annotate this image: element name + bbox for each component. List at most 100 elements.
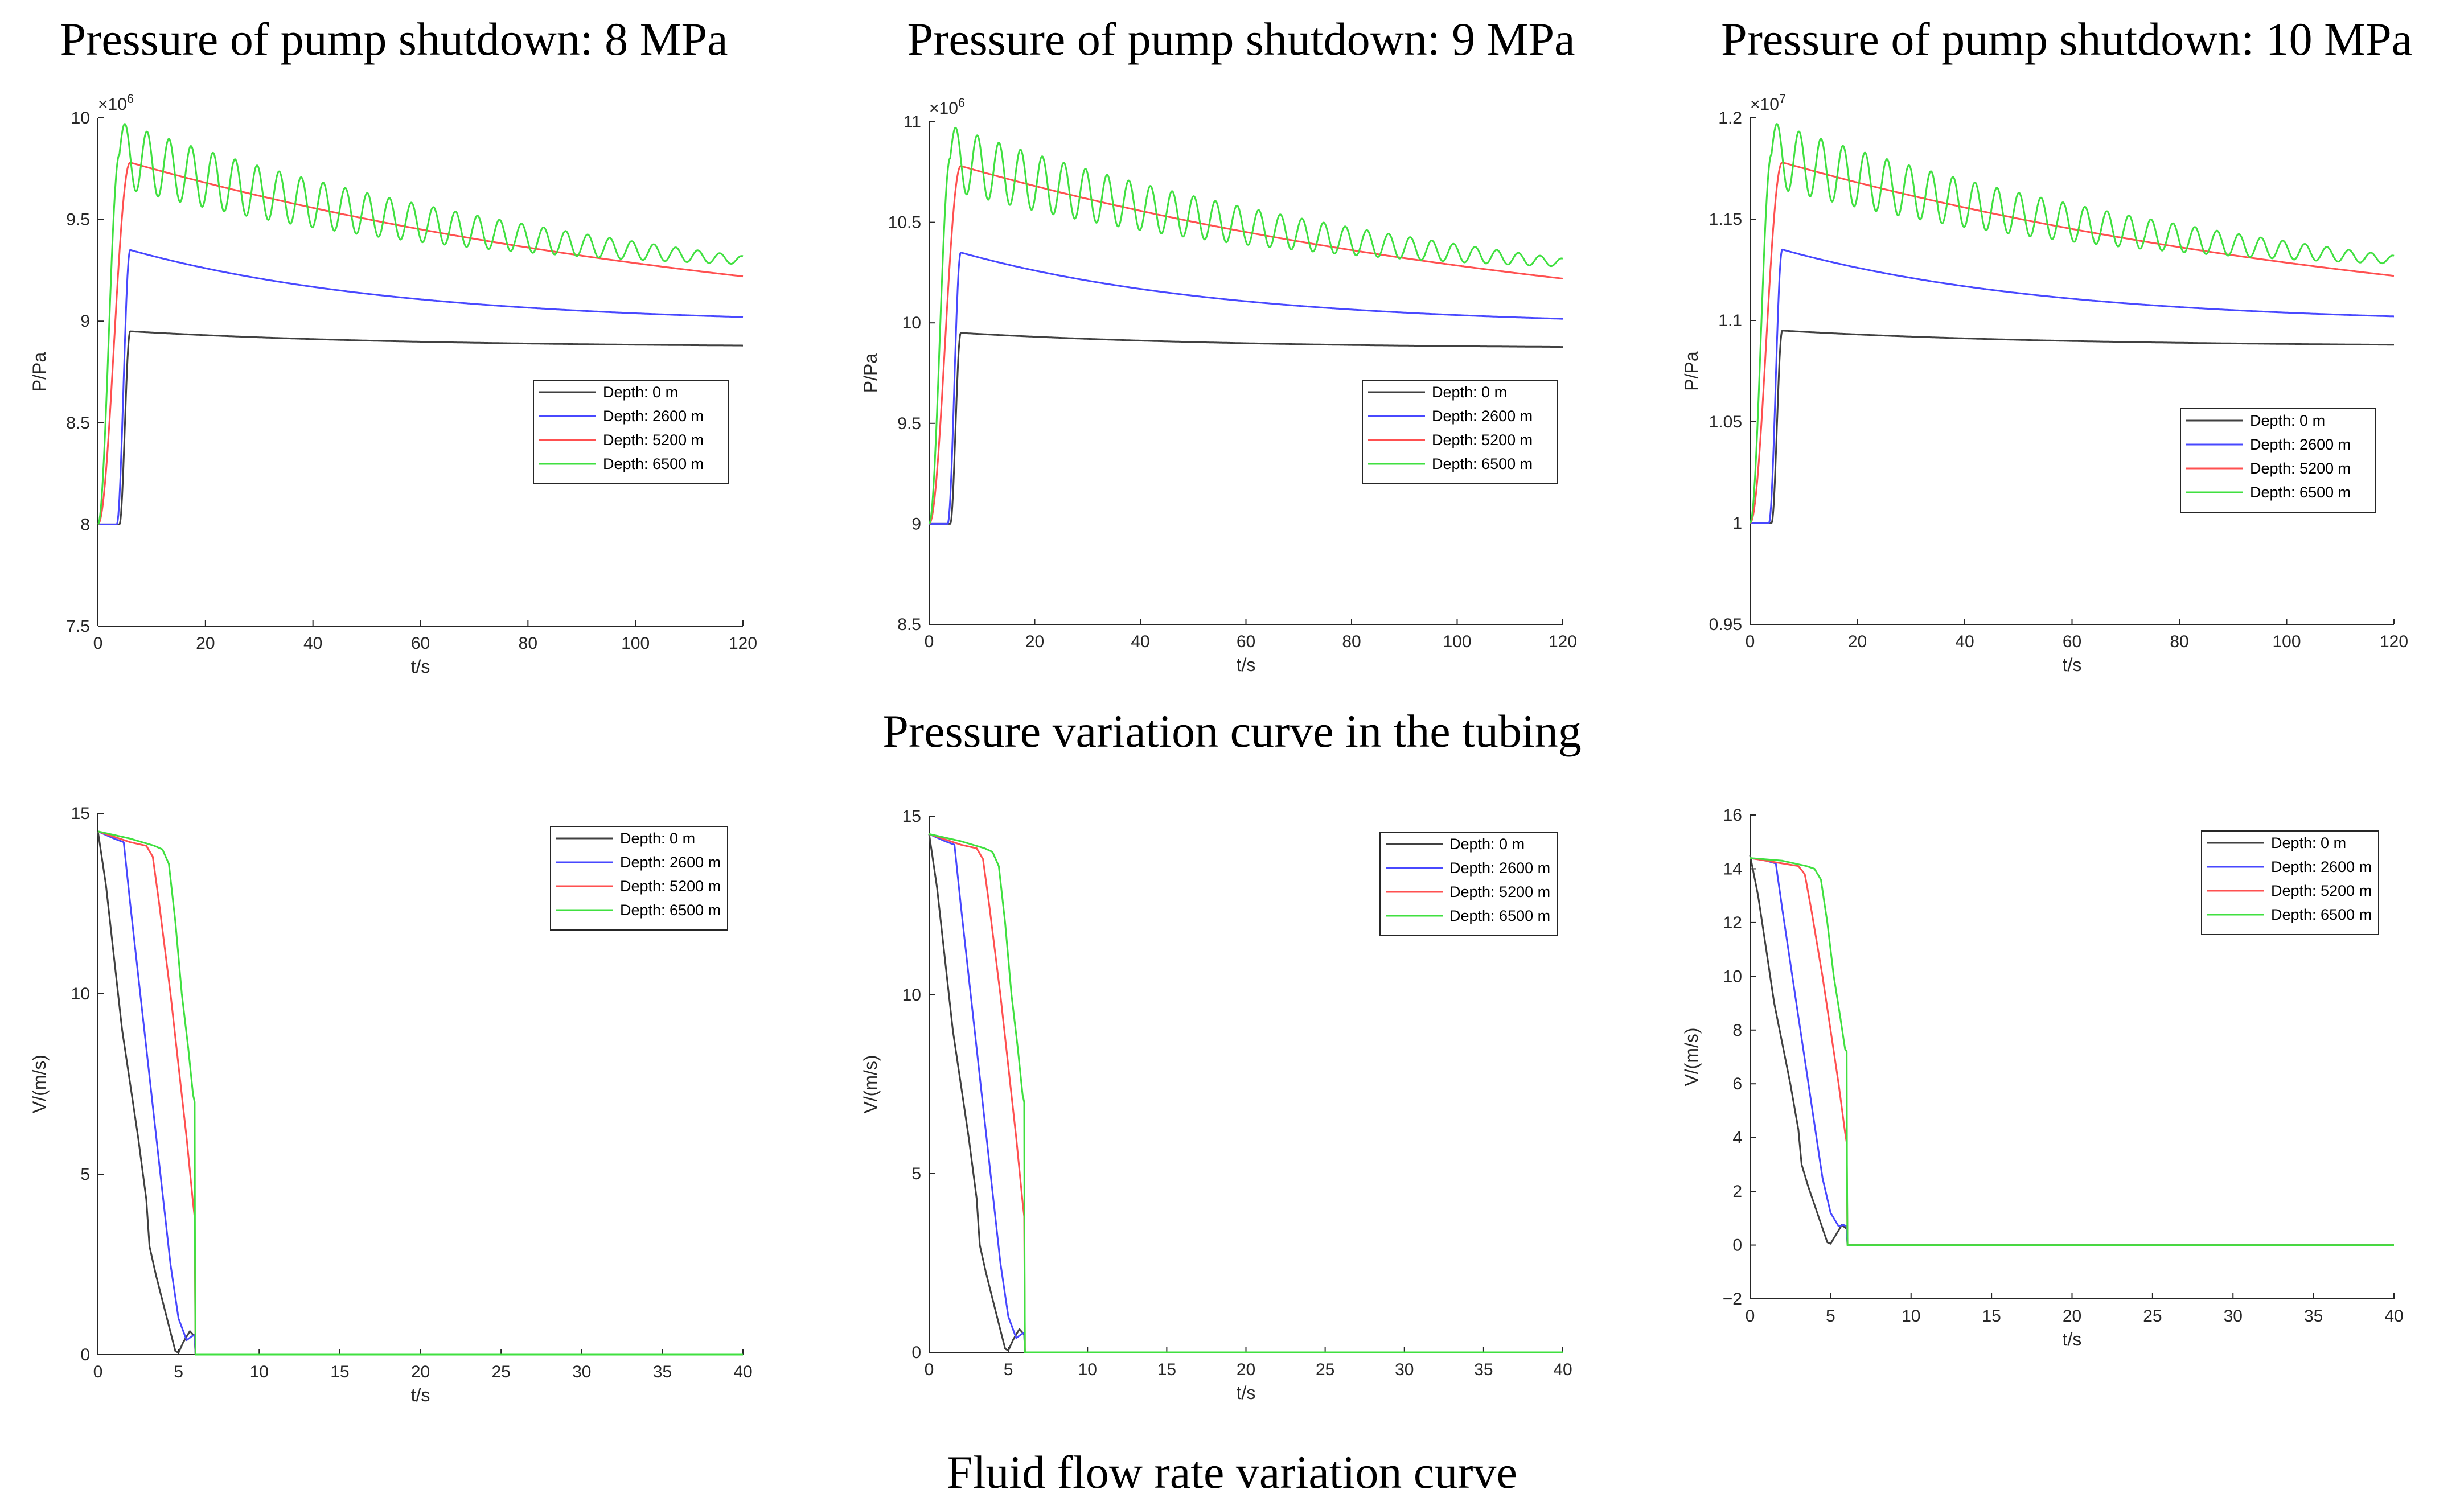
- y-tick-label: 8.5: [897, 615, 921, 634]
- y-tick-label: 10: [71, 985, 90, 1003]
- series-line-6500m: [1750, 857, 2394, 1246]
- x-tick-label: 120: [1549, 632, 1577, 651]
- x-tick-label: 80: [2170, 632, 2188, 651]
- panel-title-10mpa: Pressure of pump shutdown: 10 MPa: [1721, 13, 2412, 65]
- x-tick-label: 25: [491, 1363, 510, 1381]
- legend-box: [2201, 830, 2379, 935]
- x-tick-label: 15: [1157, 1360, 1176, 1379]
- legend: Depth: 0 m Depth: 2600 m Depth: 5200 m Dept…: [533, 380, 729, 484]
- series-line-6500m: [1749, 123, 2395, 524]
- legend-label: Depth: 5200 m: [2271, 882, 2372, 899]
- y-tick-label: 5: [80, 1165, 90, 1184]
- x-tick-label: 30: [572, 1363, 591, 1381]
- legend-label: Depth: 0 m: [1449, 836, 1525, 853]
- legend-label: Depth: 6500 m: [620, 902, 721, 919]
- chart-2: 0 20 40 60 80 100 120 8.5 9 9.5 10 10.5 11 ×106 t/s P/P…: [860, 96, 1577, 675]
- series-line-2600m: [1750, 857, 2394, 1246]
- legend-label: Depth: 2600 m: [1432, 408, 1533, 425]
- legend-label: Depth: 6500 m: [2271, 906, 2372, 923]
- x-tick-label: 0: [1746, 632, 1755, 651]
- series-line-0m: [1750, 330, 2395, 524]
- y-tick-label: 4: [1732, 1129, 1742, 1147]
- x-tick-label: 20: [1237, 1360, 1255, 1379]
- y-tick-label: 1: [1732, 514, 1742, 533]
- x-tick-label: 80: [519, 634, 537, 653]
- legend-label: Depth: 2600 m: [2250, 436, 2351, 453]
- legend-label: Depth: 6500 m: [1432, 455, 1533, 472]
- legend: Depth: 0 m Depth: 2600 m Depth: 5200 m Dept…: [2180, 408, 2376, 513]
- series-line-6500m: [97, 123, 744, 525]
- series-line-6500m: [928, 126, 1563, 525]
- y-tick-label: 0: [80, 1345, 90, 1364]
- x-tick-label: 25: [1316, 1360, 1334, 1379]
- x-tick-label: 25: [2143, 1307, 2162, 1326]
- x-axis-label: t/s: [2063, 655, 2082, 675]
- x-tick-label: 0: [925, 632, 934, 651]
- x-tick-label: 0: [925, 1360, 934, 1379]
- chart-5: 0 5 10 15 20 25 30 35 40 0 5 10 15 t/s V/(m/s) Depth: 0…: [860, 807, 1572, 1403]
- x-tick-label: 20: [196, 634, 215, 653]
- x-tick-label: 40: [1955, 632, 1974, 651]
- x-tick-label: 80: [1342, 632, 1361, 651]
- x-tick-label: 20: [2063, 1307, 2081, 1326]
- series-line-5200m: [1750, 161, 2395, 524]
- series-line-0m: [97, 330, 744, 525]
- x-tick-label: 15: [330, 1363, 349, 1381]
- legend-label: Depth: 0 m: [2250, 412, 2325, 429]
- x-tick-label: 40: [1131, 632, 1149, 651]
- y-tick-label: 10.5: [888, 213, 921, 232]
- x-tick-label: 0: [93, 1363, 103, 1381]
- panel-title-9mpa: Pressure of pump shutdown: 9 MPa: [907, 13, 1575, 65]
- x-tick-label: 20: [411, 1363, 430, 1381]
- legend-box: [1362, 380, 1558, 484]
- y-tick-label: 9.5: [66, 211, 90, 229]
- legend-label: Depth: 2600 m: [603, 408, 704, 425]
- chart-1: 0 20 40 60 80 100 120 7.5 8 8.5 9 9.5 10 ×106 t/s P/Pa D…: [29, 92, 757, 677]
- y-tick-label: 15: [902, 807, 921, 826]
- y-axis-label: V/(m/s): [29, 1055, 50, 1113]
- legend-label: Depth: 5200 m: [1432, 431, 1533, 448]
- x-tick-label: 0: [1746, 1307, 1755, 1326]
- y-axis-label: V/(m/s): [1681, 1027, 1702, 1086]
- row-caption-pressure: Pressure variation curve in the tubing: [882, 705, 1581, 757]
- chart-4: 0 5 10 15 20 25 30 35 40 0 5 10 15 t/s V/(m/s) Depth: 0…: [29, 804, 753, 1405]
- y-tick-label: 10: [902, 986, 921, 1005]
- chart-3: 0 20 40 60 80 100 120 0.95 1 1.05 1.1 1.15 1.2 ×107 t/…: [1681, 92, 2408, 675]
- legend-label: Depth: 0 m: [620, 830, 695, 847]
- series-line-2600m: [1750, 248, 2395, 524]
- x-tick-label: 10: [1078, 1360, 1097, 1379]
- legend-label: Depth: 2600 m: [2271, 858, 2372, 875]
- series-line-0m: [929, 332, 1563, 525]
- y-tick-label: 9.5: [897, 414, 921, 433]
- y-tick-label: 1.2: [1718, 109, 1742, 127]
- x-tick-label: 35: [2304, 1307, 2323, 1326]
- y-tick-label: 1.1: [1718, 311, 1742, 330]
- series-line-0m: [97, 831, 743, 1356]
- panel-title-8mpa: Pressure of pump shutdown: 8 MPa: [60, 13, 728, 65]
- x-tick-label: 40: [1553, 1360, 1572, 1379]
- y-tick-label: 1.15: [1709, 210, 1742, 229]
- x-tick-label: 10: [250, 1363, 269, 1381]
- legend-box: [550, 826, 728, 931]
- legend: Depth: 0 m Depth: 2600 m Depth: 5200 m Dept…: [1362, 380, 1558, 484]
- x-tick-label: 30: [2224, 1307, 2243, 1326]
- x-tick-label: 10: [1902, 1307, 1920, 1326]
- y-tick-label: 10: [1723, 967, 1742, 986]
- series-line-6500m: [929, 833, 1563, 1353]
- x-tick-label: 0: [93, 634, 103, 653]
- y-tick-label: 6: [1732, 1075, 1742, 1093]
- y-exponent-label: ×107: [1750, 92, 1786, 114]
- y-axis-label: P/Pa: [860, 353, 881, 393]
- legend-label: Depth: 0 m: [1432, 384, 1507, 401]
- legend-label: Depth: 6500 m: [603, 455, 704, 472]
- x-tick-label: 5: [1004, 1360, 1013, 1379]
- legend-box: [2180, 408, 2376, 513]
- x-tick-label: 40: [2384, 1307, 2403, 1326]
- legend-label: Depth: 5200 m: [603, 431, 704, 448]
- x-tick-label: 120: [2380, 632, 2408, 651]
- x-tick-label: 100: [621, 634, 650, 653]
- y-exponent-label: ×106: [98, 92, 134, 114]
- y-tick-label: 14: [1723, 859, 1742, 878]
- legend: Depth: 0 m Depth: 2600 m Depth: 5200 m Dept…: [1379, 832, 1558, 936]
